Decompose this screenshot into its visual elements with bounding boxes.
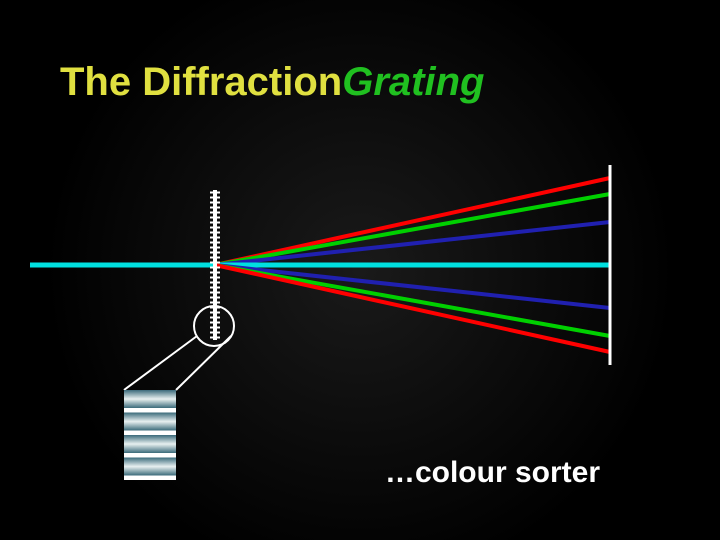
zoom-callout-lines [124,336,231,390]
zoom-detail [124,390,176,480]
diffraction-diagram [0,0,720,540]
diffracted-beams [215,178,610,352]
beam-red-upper [215,178,610,265]
subtitle: …colour sorter [385,456,600,490]
beam-red-lower [215,265,610,352]
